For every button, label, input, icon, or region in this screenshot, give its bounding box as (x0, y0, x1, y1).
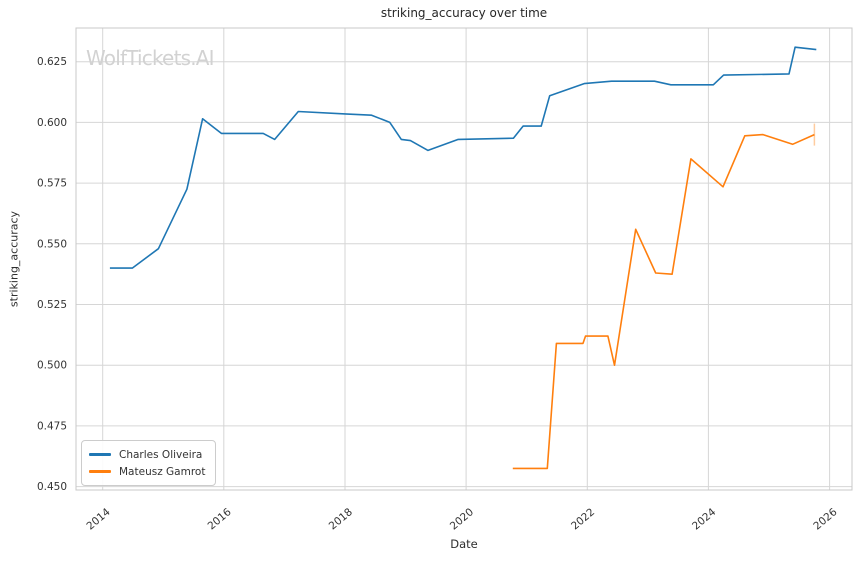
series-line-mateusz-gamrot (512, 133, 815, 470)
legend-item-charles-oliveira: Charles Oliveira (89, 446, 205, 463)
y-tick-label-0.550: 0.550 (37, 238, 67, 250)
y-axis-label: striking_accuracy (7, 210, 21, 308)
legend-label-charles-oliveira: Charles Oliveira (119, 448, 203, 461)
x-tick-label-2020: 2020 (448, 506, 476, 532)
x-tick-label-2016: 2016 (206, 506, 234, 533)
series-line-charles-oliveira (109, 46, 817, 269)
x-tick-label-2026: 2026 (811, 506, 839, 533)
y-tick-label-0.575: 0.575 (37, 178, 67, 190)
y-tick-label-0.500: 0.500 (37, 360, 67, 372)
y-tick-label-0.475: 0.475 (37, 420, 67, 432)
x-tick-label-2014: 2014 (84, 506, 112, 533)
legend-line-swatch-mateusz-gamrot (89, 470, 111, 473)
y-tick-label-0.450: 0.450 (37, 481, 67, 493)
legend-line-swatch-charles-oliveira (89, 453, 111, 456)
x-axis-label: Date (450, 537, 478, 551)
y-tick-label-0.525: 0.525 (37, 299, 67, 311)
x-tick-label-2022: 2022 (569, 506, 597, 532)
plot-border (75, 27, 853, 491)
legend: Charles Oliveira Mateusz Gamrot (81, 440, 217, 486)
x-tick-label-2024: 2024 (690, 506, 718, 533)
y-tick-label-0.625: 0.625 (37, 56, 67, 68)
legend-label-mateusz-gamrot: Mateusz Gamrot (119, 465, 206, 478)
y-tick-label-0.600: 0.600 (37, 117, 67, 129)
legend-item-mateusz-gamrot: Mateusz Gamrot (89, 463, 205, 480)
chart-title: striking_accuracy over time (380, 6, 548, 20)
x-tick-label-2018: 2018 (327, 506, 355, 532)
